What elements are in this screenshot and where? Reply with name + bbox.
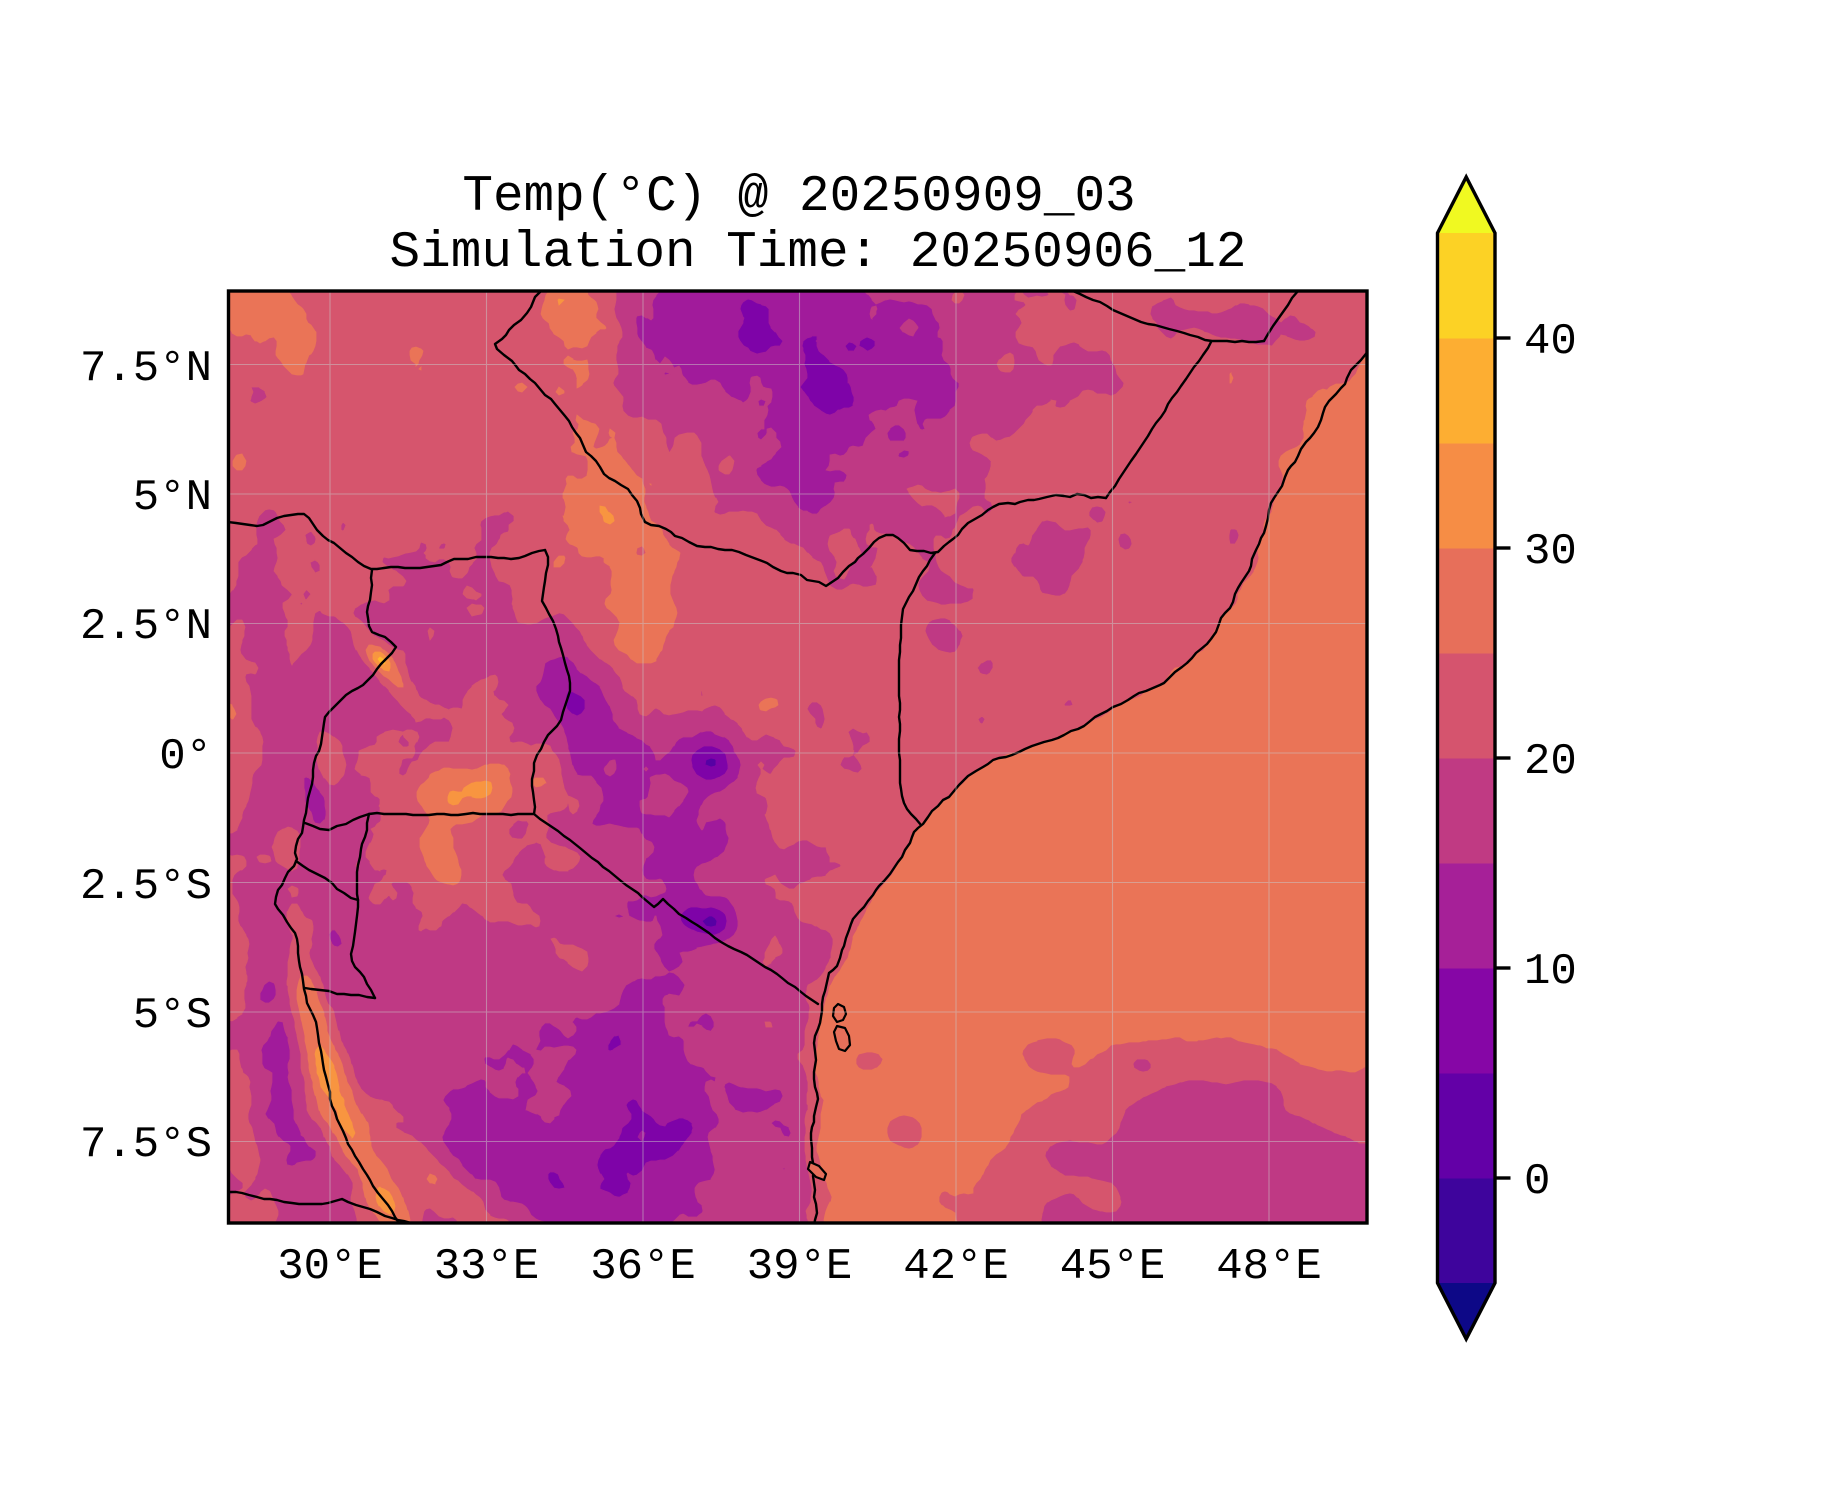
svg-text:30°E: 30°E xyxy=(277,1242,383,1292)
svg-text:Temp(°C) @ 20250909_03: Temp(°C) @ 20250909_03 xyxy=(462,169,1135,226)
svg-text:42°E: 42°E xyxy=(903,1242,1009,1292)
svg-text:10: 10 xyxy=(1524,947,1577,997)
svg-text:Simulation Time: 20250906_12: Simulation Time: 20250906_12 xyxy=(390,225,1247,282)
svg-text:0°: 0° xyxy=(159,732,212,782)
svg-text:5°S: 5°S xyxy=(133,991,212,1041)
svg-text:7.5°N: 7.5°N xyxy=(80,344,212,394)
svg-text:40: 40 xyxy=(1524,317,1577,367)
svg-text:2.5°S: 2.5°S xyxy=(80,862,212,912)
svg-text:30: 30 xyxy=(1524,527,1577,577)
svg-text:36°E: 36°E xyxy=(590,1242,696,1292)
svg-text:2.5°N: 2.5°N xyxy=(80,602,212,652)
svg-text:5°N: 5°N xyxy=(133,473,212,523)
svg-text:48°E: 48°E xyxy=(1216,1242,1322,1292)
svg-text:45°E: 45°E xyxy=(1060,1242,1166,1292)
svg-text:0: 0 xyxy=(1524,1157,1550,1207)
svg-text:20: 20 xyxy=(1524,737,1577,787)
svg-text:33°E: 33°E xyxy=(434,1242,540,1292)
svg-text:39°E: 39°E xyxy=(747,1242,853,1292)
svg-text:7.5°S: 7.5°S xyxy=(80,1120,212,1170)
